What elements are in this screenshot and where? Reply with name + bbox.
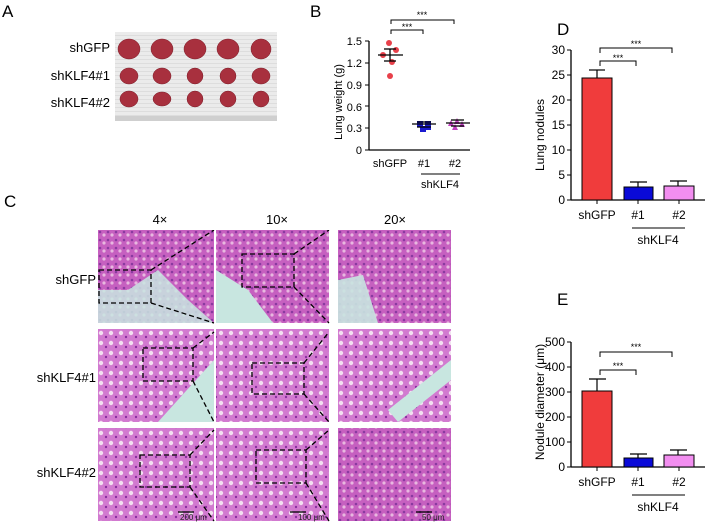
d-ytick: 30 bbox=[552, 43, 566, 57]
panel-letter-c: C bbox=[4, 192, 17, 211]
histology-grid bbox=[98, 230, 451, 522]
c-row-label-shgfp: shGFP bbox=[55, 272, 96, 287]
d-sig-1: *** bbox=[613, 53, 624, 63]
panel-letter-d: D bbox=[557, 20, 570, 39]
d-ytick: 25 bbox=[552, 68, 566, 82]
b-xtick: shGFP bbox=[373, 158, 407, 170]
scale-bar-4x: 200 μm bbox=[180, 513, 207, 522]
d-ytick: 0 bbox=[558, 193, 565, 207]
b-ytick: 0 bbox=[356, 145, 362, 157]
b-xtick: #2 bbox=[449, 158, 461, 170]
d-xtick: #2 bbox=[672, 208, 686, 222]
d-xtick: #1 bbox=[631, 208, 645, 222]
d-ytick: 20 bbox=[552, 93, 566, 107]
b-group-label: shKLF4 bbox=[421, 179, 459, 191]
b-xtick: #1 bbox=[418, 158, 430, 170]
d-ytick: 5 bbox=[558, 168, 565, 182]
chart-b-lung-weight: Lung weight (g) 0 0.3 0.6 0.9 1.2 1.5 **… bbox=[333, 10, 470, 191]
e-xtick: #2 bbox=[672, 475, 686, 489]
c-row-label-shklf4-2: shKLF4#2 bbox=[36, 465, 96, 480]
d-ytick: 15 bbox=[552, 118, 566, 132]
b-ytick: 0.6 bbox=[347, 102, 362, 114]
b-ytick: 0.3 bbox=[347, 123, 362, 135]
c-mag-20x: 20× bbox=[383, 212, 407, 227]
chart-d-lung-nodules: Lung nodules 0 5 10 15 20 25 30 *** *** … bbox=[533, 39, 705, 247]
c-mag-10x: 10× bbox=[265, 212, 289, 227]
e-ylabel: Nodule diameter (μm) bbox=[533, 344, 547, 460]
a-row-label-shklf4-2: shKLF4#2 bbox=[50, 95, 110, 110]
b-ytick: 1.5 bbox=[347, 36, 362, 48]
d-ytick: 10 bbox=[552, 143, 566, 157]
c-row-label-shklf4-1: shKLF4#1 bbox=[36, 370, 96, 385]
d-sig-2: *** bbox=[631, 39, 642, 49]
e-group-label: shKLF4 bbox=[637, 500, 679, 514]
lung-photo bbox=[115, 32, 277, 121]
e-xtick: shGFP bbox=[578, 475, 615, 489]
e-ytick: 0 bbox=[558, 460, 565, 474]
b-ytick: 1.2 bbox=[347, 58, 362, 70]
c-mag-4x: 4× bbox=[152, 212, 168, 227]
scale-bar-20x: 50 μm bbox=[422, 513, 445, 522]
chart-e-nodule-diameter: Nodule diameter (μm) 0 100 200 300 400 5… bbox=[533, 335, 705, 514]
e-ytick: 500 bbox=[545, 335, 565, 349]
d-xtick: shGFP bbox=[578, 208, 615, 222]
a-row-label-shklf4-1: shKLF4#1 bbox=[50, 68, 110, 83]
a-row-label-shgfp: shGFP bbox=[69, 40, 110, 55]
d-group-label: shKLF4 bbox=[637, 233, 679, 247]
e-sig-2: *** bbox=[631, 342, 642, 352]
panel-letter-e: E bbox=[557, 290, 569, 309]
e-ytick: 200 bbox=[545, 410, 565, 424]
e-ytick: 100 bbox=[545, 435, 565, 449]
b-ylabel: Lung weight (g) bbox=[333, 64, 345, 140]
panel-letter-b: B bbox=[310, 2, 322, 21]
e-sig-1: *** bbox=[613, 361, 624, 371]
panel-letter-a: A bbox=[2, 2, 14, 21]
b-sig-2: *** bbox=[417, 10, 428, 20]
e-ytick: 400 bbox=[545, 360, 565, 374]
b-sig-1: *** bbox=[402, 22, 413, 32]
e-ytick: 300 bbox=[545, 385, 565, 399]
e-xtick: #1 bbox=[631, 475, 645, 489]
b-ytick: 0.9 bbox=[347, 80, 362, 92]
scale-bar-10x: 100 μm bbox=[298, 513, 325, 522]
d-ylabel: Lung nodules bbox=[533, 99, 547, 171]
